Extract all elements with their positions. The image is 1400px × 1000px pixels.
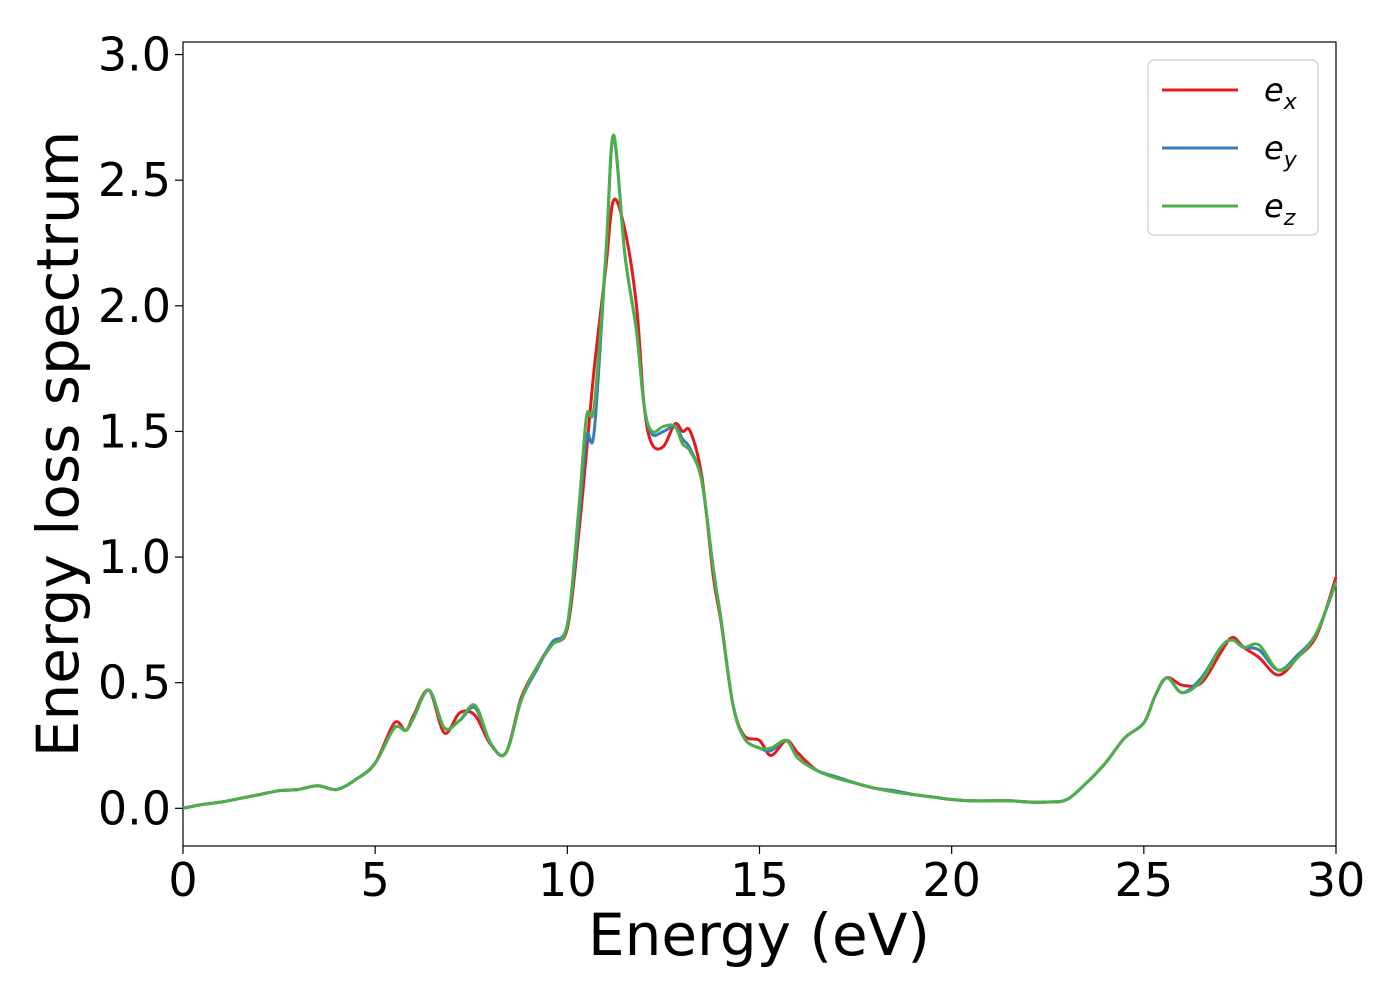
legend-entries: ex ey ez: [1162, 71, 1298, 231]
y-tick-label: 1.5: [98, 404, 171, 458]
plot-area: [182, 41, 1337, 847]
x-tick-label: 30: [1307, 853, 1366, 907]
x-axis-ticks: 0 5 10 15 20 25 30: [168, 846, 1365, 907]
x-axis-title: Energy (eV): [588, 901, 930, 969]
series-line-ez: [182, 133, 1338, 810]
y-tick-label: 0.5: [98, 656, 171, 710]
x-tick-label: 20: [922, 853, 981, 907]
legend-label-ex: ex: [1264, 71, 1298, 115]
legend-label-ez: ez: [1264, 187, 1296, 231]
y-axis-ticks: 0.0 0.5 1.0 1.5 2.0 2.5 3.0: [98, 28, 183, 835]
y-axis-title: Energy loss spectrum: [24, 131, 92, 757]
x-tick-label: 5: [361, 853, 390, 907]
y-tick-label: 1.0: [98, 530, 171, 584]
y-tick-label: 0.0: [98, 781, 171, 835]
y-tick-label: 2.0: [98, 279, 171, 333]
y-tick-label: 3.0: [98, 28, 171, 82]
legend: ex ey ez: [1147, 59, 1319, 236]
x-tick-label: 15: [730, 853, 789, 907]
x-tick-label: 10: [538, 853, 597, 907]
legend-label-ey: ey: [1264, 129, 1298, 173]
series-layer: [182, 133, 1338, 810]
x-tick-label: 0: [168, 853, 197, 907]
y-tick-label: 2.5: [98, 153, 171, 207]
x-tick-label: 25: [1115, 853, 1174, 907]
